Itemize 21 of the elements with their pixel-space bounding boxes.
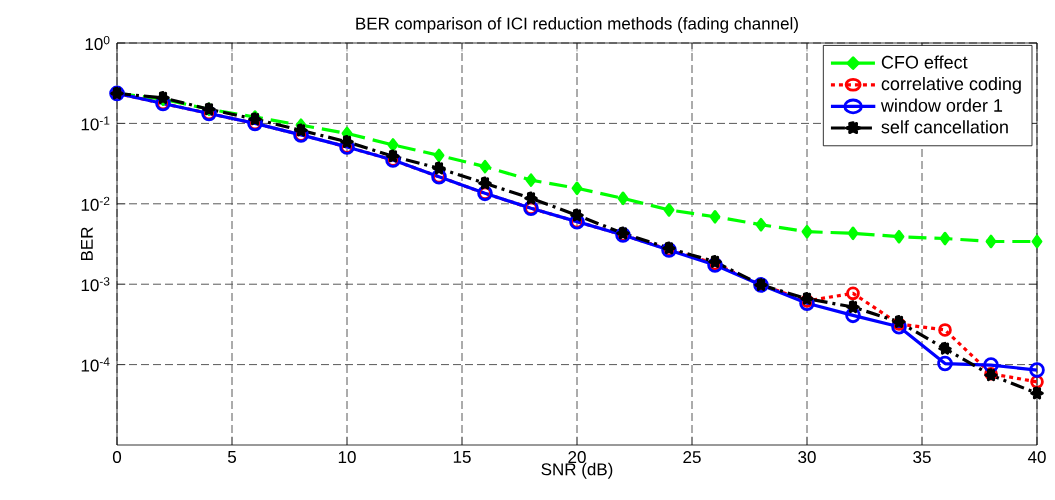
y-tick-label: 10$^{-4}$ — [81, 357, 110, 372]
x-tick-label: 10 — [338, 451, 356, 464]
y-tick-label: 10$^{-3}$ — [81, 277, 110, 292]
x-tick-label: 40 — [1027, 451, 1046, 464]
legend-label: CFO effect — [881, 55, 968, 69]
x-tick-label: 35 — [913, 451, 931, 464]
y-tick-label: 10$^{-2}$ — [81, 196, 110, 211]
x-tick-label: 5 — [227, 451, 237, 463]
x-axis-title: SNR (dB) — [541, 462, 613, 479]
legend-label: correlative coding — [881, 76, 1021, 94]
y-tick-label: 10$^{0}$ — [85, 35, 110, 51]
legend-label: window order 1 — [880, 98, 1003, 112]
y-tick-label: 10$^{-1}$ — [81, 116, 110, 131]
x-tick-label: 15 — [453, 451, 471, 463]
x-tick-label: 25 — [683, 451, 701, 464]
x-tick-label: 30 — [798, 451, 816, 464]
y-axis-title: BER — [81, 227, 93, 261]
x-tick-label: 0 — [112, 451, 122, 464]
chart-title: BER comparison of ICI reduction methods (fading channel) — [356, 17, 798, 33]
legend-label: self cancellation — [881, 120, 1008, 134]
x-tick-label: 20 — [568, 451, 586, 464]
